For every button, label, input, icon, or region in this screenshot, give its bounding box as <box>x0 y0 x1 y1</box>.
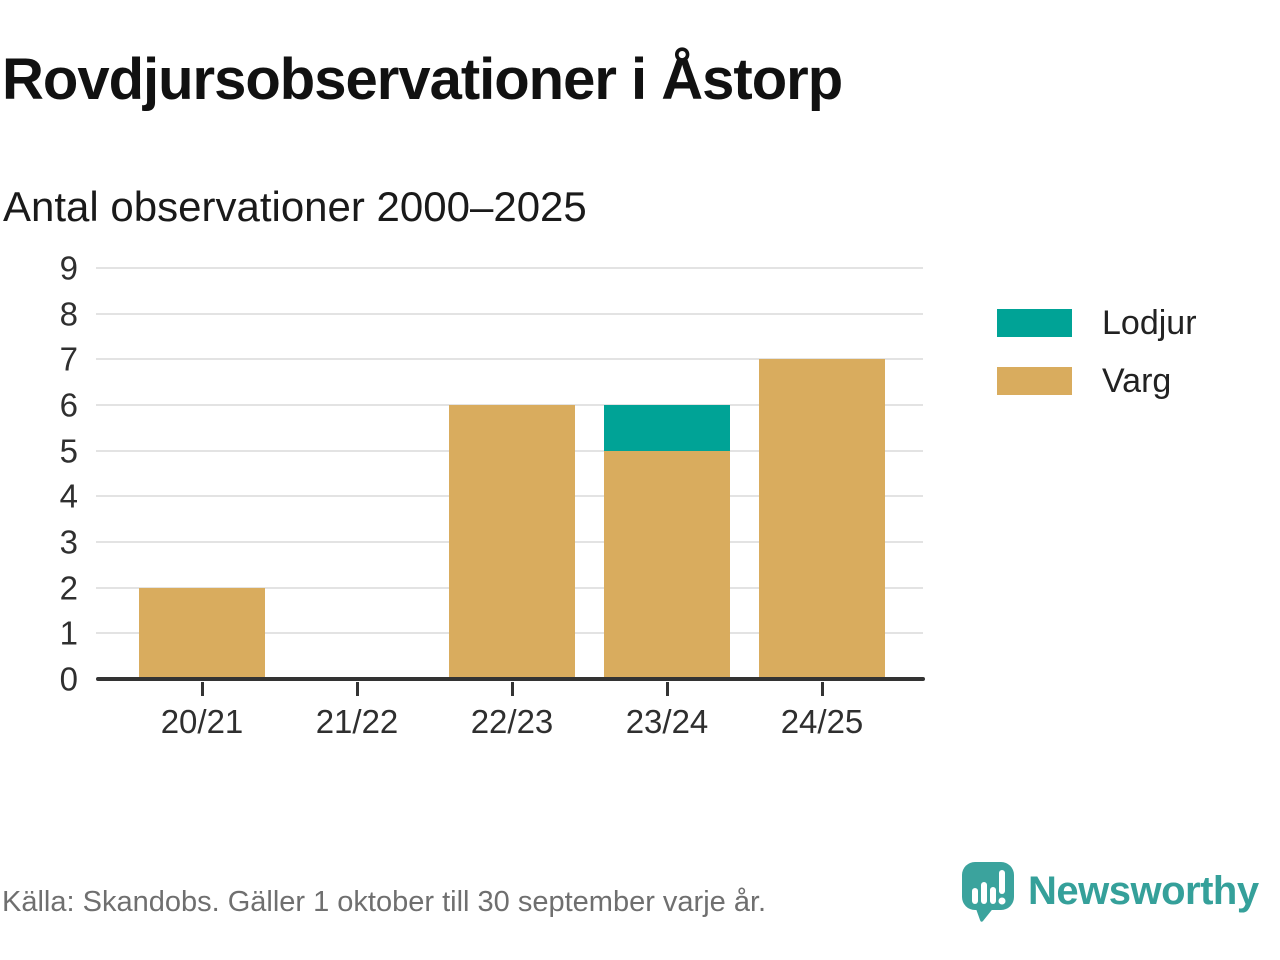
y-axis-tick-label: 0 <box>59 660 78 698</box>
newsworthy-logo: Newsworthy <box>960 860 1259 922</box>
x-axis-tick-label: 21/22 <box>315 703 399 740</box>
x-axis-tick <box>666 682 669 696</box>
x-axis-tick <box>511 682 514 696</box>
legend-label: Varg <box>1102 362 1172 400</box>
y-axis-tick-label: 1 <box>59 614 78 652</box>
source-note: Källa: Skandobs. Gäller 1 oktober till 3… <box>2 886 767 918</box>
x-axis-tick <box>821 682 824 696</box>
y-axis-tick-label: 6 <box>59 386 78 424</box>
gridline <box>96 312 923 315</box>
y-axis-tick-label: 4 <box>59 477 78 515</box>
x-axis-tick <box>201 682 204 696</box>
y-axis-tick-label: 7 <box>59 340 78 378</box>
legend-item-lodjur: Lodjur <box>997 304 1197 342</box>
bar-segment-varg <box>449 405 575 679</box>
brand-name: Newsworthy <box>1028 868 1259 913</box>
y-axis-tick-label: 8 <box>59 295 78 333</box>
chart-title: Rovdjursobservationer i Åstorp <box>2 47 843 112</box>
gridline <box>96 267 923 269</box>
legend: Lodjur Varg <box>997 304 1197 425</box>
x-axis-tick-label: 22/23 <box>470 703 554 740</box>
y-axis-tick-label: 2 <box>59 569 78 607</box>
bar-segment-varg <box>139 587 265 679</box>
x-axis-tick-label: 24/25 <box>780 703 864 740</box>
y-axis-tick-label: 3 <box>59 523 78 561</box>
legend-label: Lodjur <box>1102 304 1197 342</box>
newsworthy-bubble-icon <box>962 862 1014 922</box>
y-axis-tick-label: 9 <box>59 249 78 287</box>
legend-swatch-lodjur <box>997 309 1072 337</box>
x-axis-tick-label: 20/21 <box>160 703 244 740</box>
bar-segment-varg <box>604 450 730 679</box>
gridline <box>96 358 923 361</box>
legend-item-varg: Varg <box>997 362 1197 400</box>
bar-segment-lodjur <box>604 405 730 451</box>
y-axis-tick-label: 5 <box>59 432 78 470</box>
x-axis-line <box>96 677 925 681</box>
chart-subtitle: Antal observationer 2000–2025 <box>3 183 587 230</box>
legend-swatch-varg <box>997 367 1072 395</box>
x-axis-tick <box>356 682 359 696</box>
bar-segment-varg <box>759 359 885 679</box>
x-axis-tick-label: 23/24 <box>625 703 709 740</box>
